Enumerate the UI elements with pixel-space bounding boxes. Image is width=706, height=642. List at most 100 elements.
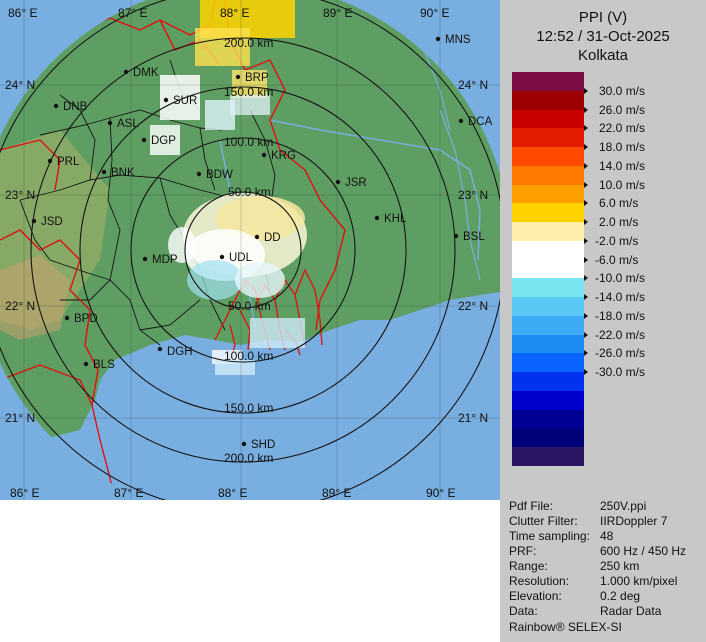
legend-tick-label: -30.0 m/s [595,365,646,380]
legend-tick-label: 10.0 m/s [599,177,646,192]
legend-tick-label: 6.0 m/s [599,196,639,211]
legend-swatch [512,428,584,448]
legend-swatch [512,72,584,92]
legend-tick-label: -2.0 m/s [595,233,639,248]
legend-swatch [512,147,584,167]
legend-tick-label: 14.0 m/s [599,158,646,173]
metadata-key: Clutter Filter: [509,514,578,528]
sea-area [0,292,500,500]
range-label-200-south: 200.0 km [224,451,273,465]
metadata-value: 250 km [600,559,640,573]
legend-tick-label: 2.0 m/s [599,215,639,230]
station-label: KHL [384,213,407,225]
metadata-key: Range: [509,559,548,573]
metadata-value: 1.000 km/pixel [600,574,678,588]
legend-tick-marker [584,106,588,113]
station-label: BNK [111,167,135,179]
bay-echoes [215,318,305,375]
longitude-labels: 86° E 87° E 88° E 89° E 90° E 86° E 87° … [8,6,455,500]
range-rings [0,0,500,500]
lon-label-86-bottom: 86° E [10,486,39,500]
metadata-value: Radar Data [600,604,662,618]
metadata-value: 0.2 deg [600,589,641,603]
lon-label-88: 88° E [220,6,249,20]
legend-swatch [512,372,584,392]
legend-tick-marker [584,312,588,319]
lat-label-23: 23° N [5,188,35,202]
station-label: DCA [468,116,493,128]
station-label: DD [264,232,281,244]
station-label: ASL [117,118,139,130]
range-ring-200 [30,37,456,463]
legend-tick-marker [584,181,588,188]
station-label: DGP [151,135,176,147]
legend-tick-marker [584,219,588,226]
footer-credit: Rainbow® SELEX-SI [509,620,622,634]
legend-swatch [512,297,584,317]
legend-tick-marker [584,237,588,244]
lon-label-89-bottom: 89° E [322,486,351,500]
legend-tick-label: 26.0 m/s [599,102,646,117]
range-label-150: 150.0 km [224,85,273,99]
legend-swatch [512,165,584,186]
lat-label-24: 24° N [5,78,35,92]
lat-label-23-right: 23° N [458,188,488,202]
lat-label-22: 22° N [5,299,35,313]
metadata-key: Pdf File: [509,499,554,513]
plateau-relief [0,255,70,340]
lon-label-89: 89° E [323,6,352,20]
velocity-color-legend [512,72,584,467]
range-label-100-south: 100.0 km [224,349,273,363]
metadata-value: 48 [600,529,614,543]
range-ring-50 [184,191,302,309]
station-markers: MNS DMK BRP SUR DNB ASL DCA DGP PRL KRG … [31,34,493,451]
river-meghna [439,109,481,281]
legend-tick-marker [584,144,588,151]
metadata-value: IIRDoppler 7 [600,514,668,528]
station-name: Kolkata [577,47,629,64]
legend-swatch [512,447,584,467]
lat-label-21-right: 21° N [458,411,488,425]
lon-label-88-bottom: 88° E [218,486,247,500]
lat-label-21: 21° N [5,411,35,425]
station-label: UDL [229,252,253,264]
range-label-200: 200.0 km [224,36,273,50]
legend-swatch [512,409,584,429]
metadata-key: Resolution: [509,574,570,588]
legend-swatch [512,353,584,373]
station-label: DMK [133,67,159,79]
radar-echoes [150,0,307,364]
range-label-150-south: 150.0 km [224,401,273,415]
lon-label-87: 87° E [118,6,147,20]
station-label: BDW [206,169,233,181]
legend-tick-label: 30.0 m/s [599,83,646,98]
legend-tick-marker [584,87,588,94]
legend-tick-label: 18.0 m/s [599,140,646,155]
station-label: BPD [74,313,98,325]
legend-tick-marker [584,256,588,263]
legend-swatch [512,90,584,110]
station-label: MNS [445,34,471,46]
range-labels: 50.0 km 100.0 km 150.0 km 200.0 km 50.0 … [224,36,273,465]
station-label: JSR [345,177,367,189]
product-title: PPI (V) [578,9,628,26]
station-label: BRP [245,72,269,84]
lon-label-87-bottom: 87° E [114,486,143,500]
legend-tick-marker [584,200,588,207]
legend-swatch [512,203,584,223]
legend-panel: PPI (V) 12:52 / 31-Oct-2025 Kolkata 30.0… [500,0,706,642]
legend-tick-label: 22.0 m/s [599,121,646,136]
legend-tick-marker [584,331,588,338]
legend-tick-label: -26.0 m/s [595,346,646,361]
station-label: PRL [57,156,80,168]
lon-label-86: 86° E [8,6,37,20]
range-label-100: 100.0 km [224,135,273,149]
legend-swatch [512,259,584,279]
station-label: SHD [251,439,275,451]
legend-tick-label: -6.0 m/s [595,252,639,267]
range-label-50-south: 50.0 km [228,299,271,313]
legend-tick-label: -10.0 m/s [595,271,646,286]
station-label: JSD [41,216,63,228]
legend-tick-label: -22.0 m/s [595,327,646,342]
legend-swatch [512,390,584,411]
